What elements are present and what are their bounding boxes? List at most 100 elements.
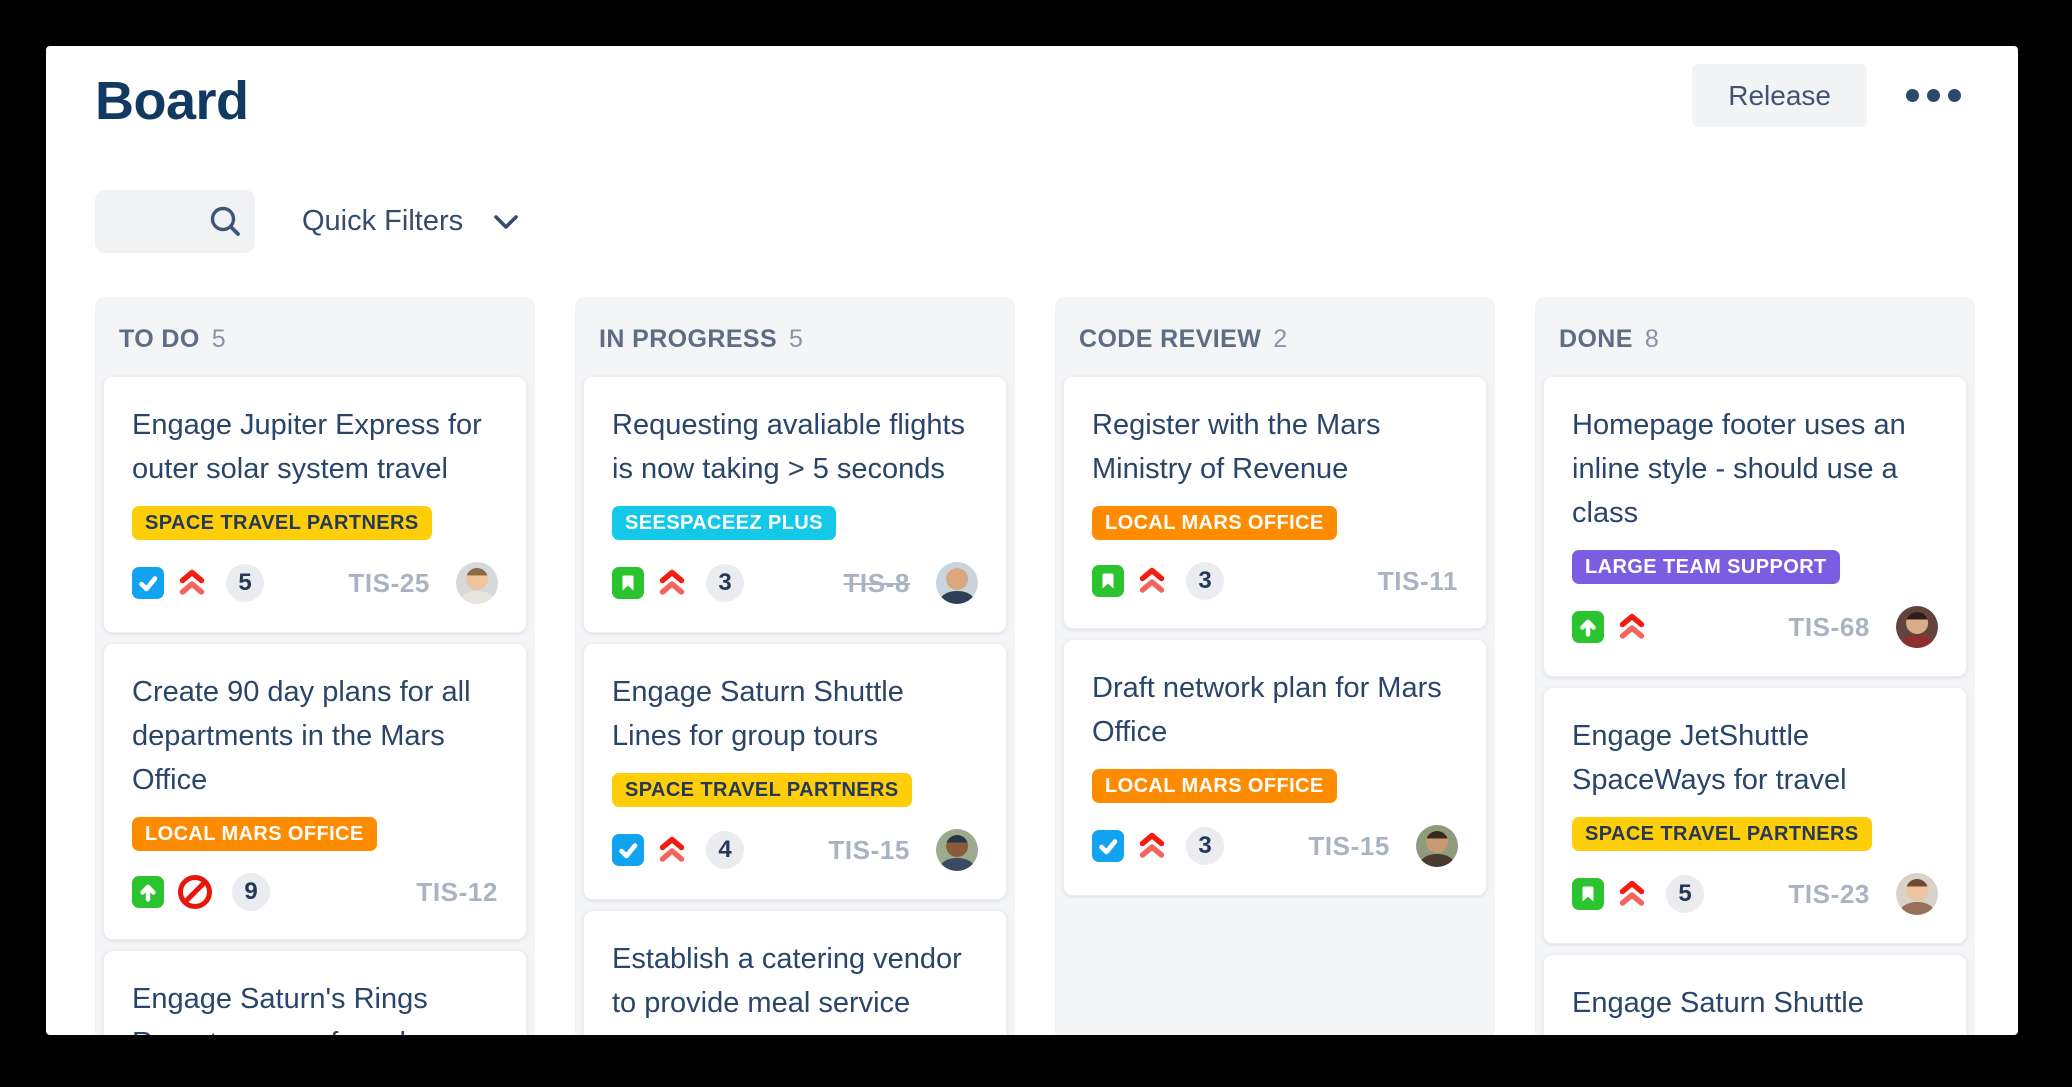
- card-footer: 5 TIS-25: [132, 562, 498, 604]
- issue-card[interactable]: Engage Jupiter Express for outer solar s…: [103, 376, 527, 633]
- issue-card[interactable]: Create 90 day plans for all departments …: [103, 643, 527, 940]
- issue-card[interactable]: Requesting avaliable flights is now taki…: [583, 376, 1007, 633]
- card-footer: 3 TIS-11: [1092, 562, 1458, 600]
- priority-highest-icon: [179, 569, 205, 595]
- issue-card[interactable]: Register with the Mars Ministry of Reven…: [1063, 376, 1487, 629]
- estimate-badge: 3: [1186, 562, 1224, 600]
- blocked-icon: [178, 875, 212, 909]
- issue-key: TIS-11: [1377, 565, 1458, 596]
- issue-title: Establish a catering vendor to provide m…: [612, 943, 962, 1019]
- column-name: CODE REVIEW: [1079, 325, 1262, 353]
- priority-highest-icon: [1139, 832, 1165, 858]
- card-footer: 9 TIS-12: [132, 873, 498, 911]
- column-code-review: CODE REVIEW 2 Register with the Mars Min…: [1055, 297, 1495, 1035]
- priority-highest-icon: [659, 569, 685, 595]
- column-name: DONE: [1559, 325, 1633, 353]
- chevron-down-icon: [494, 214, 518, 229]
- issue-title: Engage Saturn's Rings Resort as a prefer…: [132, 983, 428, 1035]
- task-icon: [612, 834, 644, 866]
- column-header: CODE REVIEW 2: [1063, 297, 1487, 376]
- issue-title: Create 90 day plans for all departments …: [132, 676, 471, 796]
- column-count: 8: [1644, 325, 1659, 353]
- column-count: 5: [789, 325, 803, 353]
- more-menu-button[interactable]: [1902, 64, 1965, 127]
- column-name: TO DO: [119, 325, 200, 353]
- ellipsis-icon: [1906, 89, 1919, 102]
- issue-title: Requesting avaliable flights is now taki…: [612, 409, 966, 485]
- kanban-board: TO DO 5 Engage Jupiter Express for outer…: [95, 297, 2018, 1035]
- issue-key: TIS-15: [828, 834, 910, 865]
- issue-key: TIS-68: [1788, 611, 1870, 642]
- card-footer: 4 TIS-15: [612, 829, 978, 871]
- epic-label-badge: SPACE TRAVEL PARTNERS: [612, 773, 912, 807]
- column-todo: TO DO 5 Engage Jupiter Express for outer…: [95, 297, 535, 1035]
- issue-title: Register with the Mars Ministry of Reven…: [1092, 409, 1381, 485]
- quick-filters-dropdown[interactable]: Quick Filters: [302, 205, 519, 238]
- issue-key: TIS-8: [843, 567, 910, 598]
- issue-card[interactable]: Homepage footer uses an inline style - s…: [1543, 376, 1967, 677]
- assignee-avatar[interactable]: [1896, 606, 1938, 648]
- priority-highest-icon: [659, 836, 685, 862]
- release-button[interactable]: Release: [1692, 64, 1867, 127]
- issue-card[interactable]: Engage Saturn Shuttle Lines for group to…: [1543, 954, 1967, 1035]
- estimate-badge: 4: [706, 831, 744, 869]
- epic-label-badge: SEESPACEEZ PLUS: [612, 506, 836, 540]
- story-icon: [612, 567, 644, 599]
- story-icon: [1092, 565, 1124, 597]
- column-header: DONE 8: [1543, 297, 1967, 376]
- board-window: Board Release Quick Filters: [46, 46, 2018, 1035]
- issue-card[interactable]: Establish a catering vendor to provide m…: [583, 910, 1007, 1035]
- epic-label-badge: SPACE TRAVEL PARTNERS: [132, 506, 432, 540]
- search-box: [95, 190, 255, 253]
- task-icon: [132, 567, 164, 599]
- card-footer: 3 TIS-8: [612, 562, 978, 604]
- epic-label-badge: LOCAL MARS OFFICE: [1092, 769, 1337, 803]
- filter-bar: Quick Filters: [95, 190, 2018, 253]
- estimate-badge: 5: [1666, 875, 1704, 913]
- issue-key: TIS-12: [416, 876, 498, 907]
- assignee-avatar[interactable]: [936, 562, 978, 604]
- column-header: IN PROGRESS 5: [583, 297, 1007, 376]
- issue-title: Homepage footer uses an inline style - s…: [1572, 409, 1906, 529]
- ellipsis-icon: [1948, 89, 1961, 102]
- improvement-icon: [132, 876, 164, 908]
- issue-card[interactable]: Engage Saturn's Rings Resort as a prefer…: [103, 950, 527, 1035]
- issue-card[interactable]: Draft network plan for Mars Office LOCAL…: [1063, 639, 1487, 896]
- assignee-avatar[interactable]: [1416, 825, 1458, 867]
- search-input[interactable]: [95, 190, 255, 253]
- ellipsis-icon: [1927, 89, 1940, 102]
- column-header: TO DO 5: [103, 297, 527, 376]
- issue-card[interactable]: Engage Saturn Shuttle Lines for group to…: [583, 643, 1007, 900]
- estimate-badge: 3: [1186, 827, 1224, 865]
- estimate-badge: 5: [226, 564, 264, 602]
- priority-highest-icon: [1619, 613, 1645, 639]
- issue-card[interactable]: Engage JetShuttle SpaceWays for travel S…: [1543, 687, 1967, 944]
- assignee-avatar[interactable]: [456, 562, 498, 604]
- card-footer: 5 TIS-23: [1572, 873, 1938, 915]
- column-count: 2: [1273, 325, 1288, 353]
- column-count: 5: [211, 325, 226, 353]
- top-bar: Board Release: [46, 46, 2018, 132]
- issue-title: Engage JetShuttle SpaceWays for travel: [1572, 720, 1847, 796]
- estimate-badge: 9: [232, 873, 270, 911]
- column-in-progress: IN PROGRESS 5 Requesting avaliable fligh…: [575, 297, 1015, 1035]
- issue-key: TIS-23: [1788, 878, 1870, 909]
- assignee-avatar[interactable]: [936, 829, 978, 871]
- quick-filters-label: Quick Filters: [302, 205, 464, 237]
- improvement-icon: [1572, 611, 1604, 643]
- issue-key: TIS-25: [348, 567, 430, 598]
- issue-title: Draft network plan for Mars Office: [1092, 672, 1442, 748]
- card-footer: TIS-68: [1572, 606, 1938, 648]
- issue-title: Engage Saturn Shuttle Lines for group to…: [612, 676, 904, 752]
- epic-label-badge: LARGE TEAM SUPPORT: [1572, 550, 1840, 584]
- assignee-avatar[interactable]: [1896, 873, 1938, 915]
- issue-key: TIS-15: [1308, 830, 1390, 861]
- search-icon: [210, 206, 240, 236]
- page-title: Board: [95, 71, 249, 131]
- column-done: DONE 8 Homepage footer uses an inline st…: [1535, 297, 1975, 1035]
- estimate-badge: 3: [706, 564, 744, 602]
- epic-label-badge: SPACE TRAVEL PARTNERS: [1572, 817, 1872, 851]
- priority-highest-icon: [1619, 880, 1645, 906]
- issue-title: Engage Jupiter Express for outer solar s…: [132, 409, 482, 485]
- story-icon: [1572, 878, 1604, 910]
